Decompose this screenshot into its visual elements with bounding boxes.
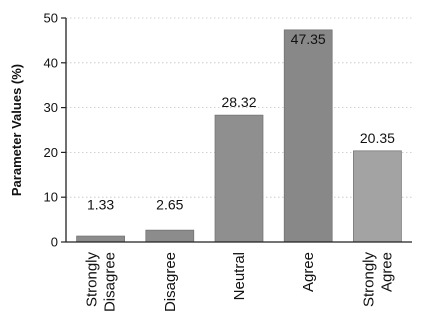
y-tick-label: 20 xyxy=(44,145,58,160)
bar xyxy=(283,29,333,243)
data-label: 1.33 xyxy=(87,197,114,213)
y-tick-label: 30 xyxy=(44,100,58,115)
category-label: Strongly xyxy=(84,252,101,308)
axes xyxy=(65,18,412,243)
bar xyxy=(214,114,264,243)
category-label: Agree xyxy=(378,252,395,292)
category-label: Disagree xyxy=(162,252,179,312)
data-label: 28.32 xyxy=(221,94,256,110)
bar xyxy=(76,235,125,243)
y-tick-label: 50 xyxy=(44,11,58,26)
y-axis-label: Parameter Values (%) xyxy=(9,64,24,196)
category-label: Strongly xyxy=(360,252,377,308)
category-label: Neutral xyxy=(231,252,248,300)
data-label: 47.35 xyxy=(291,31,326,47)
y-ticks: 0 10 20 30 40 50 xyxy=(44,11,66,250)
data-label: 20.35 xyxy=(360,130,395,146)
category-labels: Strongly Disagree Disagree Neutral Agree Stro… xyxy=(84,252,396,313)
bar xyxy=(145,229,195,243)
y-tick-label: 40 xyxy=(44,55,58,70)
bars xyxy=(76,29,402,243)
data-label: 2.65 xyxy=(156,197,183,213)
category-label: Agree xyxy=(300,252,317,292)
y-tick-label: 0 xyxy=(51,235,58,250)
category-label: Disagree xyxy=(102,252,119,312)
y-tick-label: 10 xyxy=(44,190,58,205)
bar xyxy=(353,150,402,243)
data-labels: 1.33 2.65 28.32 47.35 20.35 xyxy=(87,31,395,213)
